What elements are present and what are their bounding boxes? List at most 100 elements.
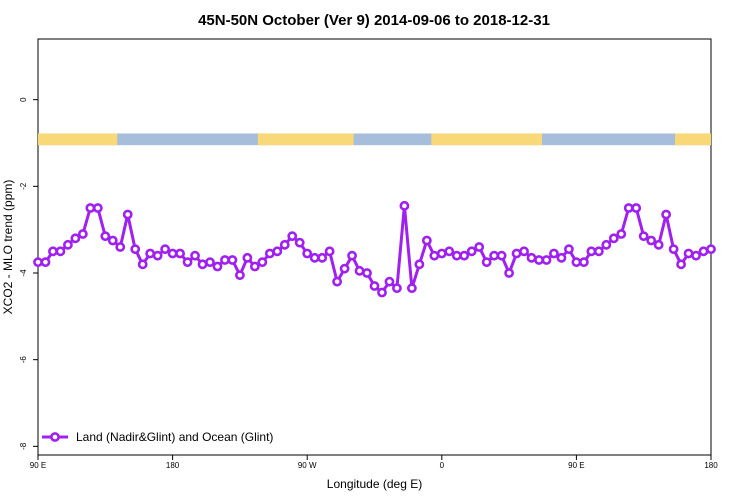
data-point bbox=[676, 259, 686, 270]
data-point bbox=[496, 250, 507, 261]
data-point bbox=[264, 248, 275, 259]
x-tick-label: 90 W bbox=[298, 461, 317, 470]
land-ocean-strip bbox=[38, 133, 711, 146]
data-point bbox=[317, 252, 328, 263]
x-axis: 90 E 180 90 W 0 90 E 180 bbox=[30, 455, 718, 470]
data-point bbox=[279, 239, 290, 250]
data-point bbox=[63, 239, 73, 250]
data-point bbox=[608, 233, 619, 244]
data-point bbox=[227, 255, 238, 265]
y-tick-label: -4 bbox=[19, 269, 28, 277]
data-point bbox=[504, 268, 514, 278]
land-segment bbox=[38, 133, 118, 146]
data-point bbox=[541, 255, 552, 265]
x-tick-label: 90 E bbox=[30, 461, 46, 470]
data-point bbox=[257, 257, 268, 268]
data-point bbox=[601, 239, 612, 250]
series-layer bbox=[33, 200, 716, 298]
data-point bbox=[332, 276, 343, 287]
data-point bbox=[100, 231, 111, 242]
ocean-band bbox=[38, 133, 711, 146]
data-point bbox=[564, 244, 574, 255]
data-point bbox=[55, 246, 66, 257]
data-point bbox=[309, 252, 320, 263]
data-point bbox=[302, 248, 313, 259]
data-point bbox=[578, 257, 589, 268]
data-point bbox=[70, 233, 81, 244]
legend-marker bbox=[50, 432, 60, 442]
data-point bbox=[48, 246, 58, 257]
data-point bbox=[571, 257, 582, 268]
data-point bbox=[40, 257, 51, 268]
data-point bbox=[429, 250, 440, 261]
y-tick-label: -6 bbox=[19, 356, 28, 364]
x-axis-label: Longitude (deg E) bbox=[327, 477, 422, 491]
data-point bbox=[444, 246, 455, 257]
data-point bbox=[421, 235, 432, 246]
x-tick-label: 180 bbox=[704, 461, 718, 470]
data-point bbox=[33, 257, 43, 268]
data-point bbox=[182, 257, 193, 268]
land-segment bbox=[431, 133, 543, 146]
data-point bbox=[481, 257, 492, 268]
data-point bbox=[466, 246, 477, 257]
data-point bbox=[347, 250, 357, 261]
x-tick-label: 0 bbox=[440, 461, 445, 470]
data-point bbox=[616, 229, 627, 239]
data-point bbox=[631, 203, 642, 213]
data-point bbox=[272, 246, 283, 257]
data-point bbox=[242, 252, 253, 263]
data-point bbox=[137, 259, 148, 270]
data-point bbox=[586, 246, 597, 257]
data-point bbox=[190, 250, 200, 261]
data-point bbox=[175, 248, 185, 259]
data-point bbox=[115, 242, 126, 252]
data-point bbox=[287, 231, 298, 242]
data-point bbox=[377, 287, 387, 298]
legend: Land (Nadir&Glint) and Ocean (Glint) bbox=[42, 430, 273, 444]
data-point bbox=[249, 261, 260, 272]
land-segment bbox=[257, 133, 354, 146]
data-point bbox=[414, 259, 425, 270]
data-point bbox=[122, 209, 133, 220]
data-point bbox=[459, 250, 470, 261]
data-point bbox=[197, 259, 208, 270]
data-point bbox=[399, 200, 410, 211]
y-axis: 0 -2 -4 -6 -8 bbox=[19, 97, 38, 450]
data-point bbox=[668, 244, 679, 255]
x-tick-label: 90 E bbox=[568, 461, 584, 470]
data-point bbox=[406, 283, 417, 294]
data-point bbox=[519, 246, 529, 257]
data-point bbox=[534, 255, 544, 265]
data-point bbox=[145, 248, 156, 259]
data-point bbox=[638, 231, 649, 242]
chart-title: 45N-50N October (Ver 9) 2014-09-06 to 20… bbox=[198, 12, 550, 29]
data-point bbox=[205, 257, 215, 268]
data-point bbox=[77, 229, 88, 239]
data-point bbox=[556, 252, 567, 263]
data-point bbox=[593, 246, 604, 257]
y-axis-label: XCO2 - MLO trend (ppm) bbox=[1, 180, 15, 315]
data-point bbox=[646, 235, 657, 246]
data-point bbox=[384, 276, 395, 287]
land-segment bbox=[675, 133, 711, 146]
data-point bbox=[369, 281, 380, 291]
data-point bbox=[152, 250, 163, 261]
data-point bbox=[362, 268, 372, 278]
y-tick-label: -2 bbox=[19, 182, 28, 190]
data-point bbox=[661, 209, 672, 220]
data-point bbox=[234, 270, 245, 281]
data-point bbox=[294, 237, 305, 248]
data-point bbox=[474, 242, 485, 252]
data-point bbox=[489, 250, 500, 261]
data-point bbox=[691, 250, 701, 261]
data-point bbox=[339, 263, 350, 274]
y-tick-label: 0 bbox=[19, 97, 28, 102]
data-point bbox=[160, 244, 171, 255]
data-point bbox=[392, 283, 402, 294]
data-point bbox=[706, 244, 716, 255]
data-point bbox=[436, 248, 447, 259]
data-point bbox=[85, 203, 96, 213]
data-point bbox=[451, 250, 462, 261]
